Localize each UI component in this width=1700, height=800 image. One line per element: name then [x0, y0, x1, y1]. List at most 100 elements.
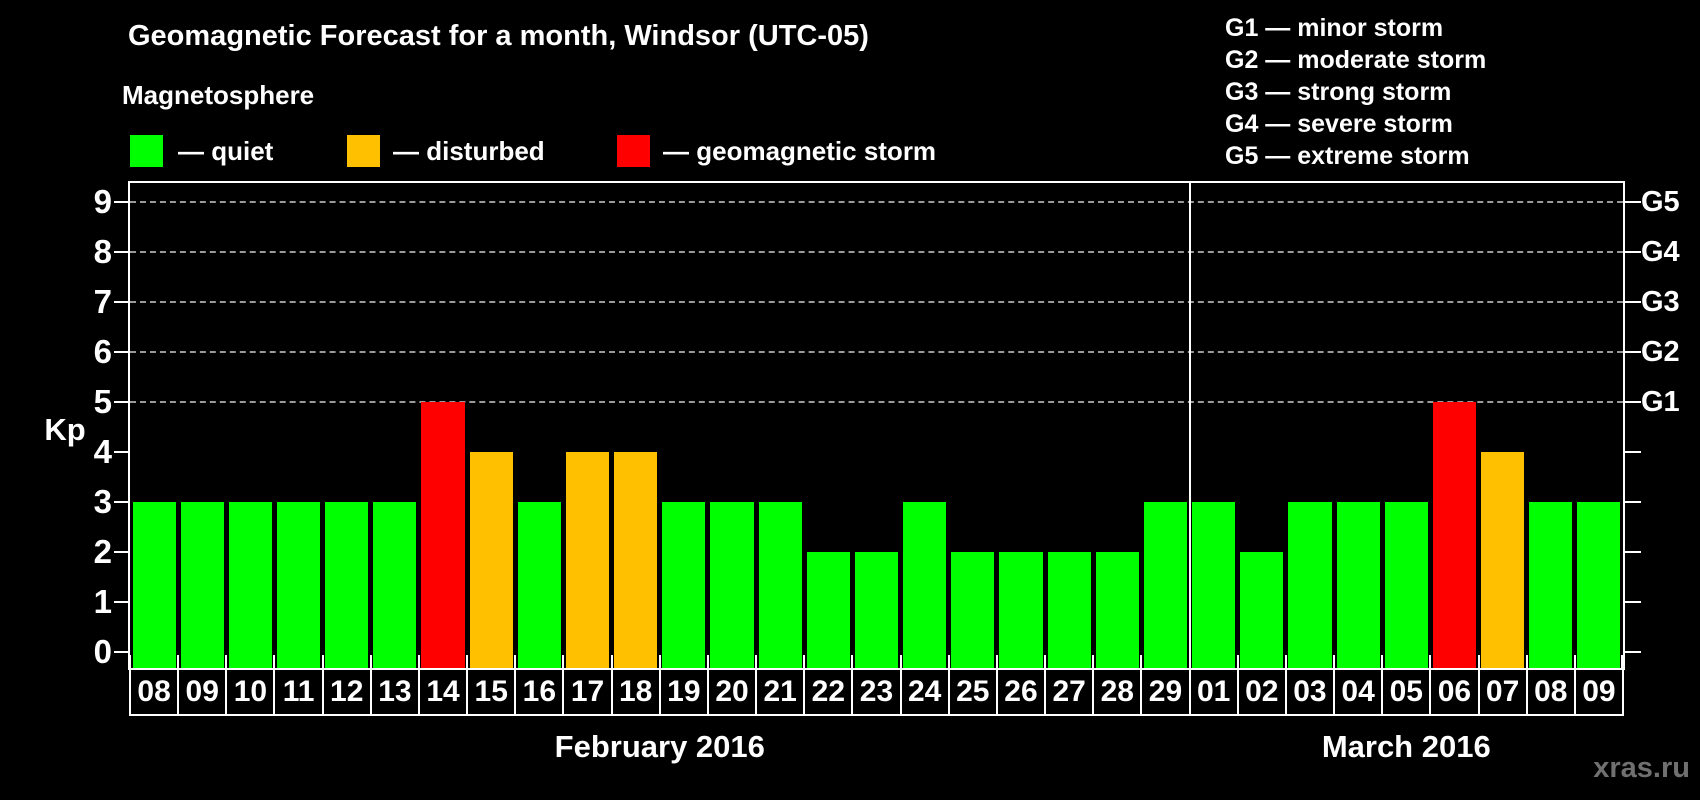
day-cell-feb-28: 28: [1092, 668, 1143, 716]
kp-bar-mar-06: [1432, 402, 1476, 668]
kp-bar-feb-28: [1095, 552, 1139, 668]
day-cell-feb-10: 10: [225, 668, 276, 716]
day-cell-mar-04: 04: [1333, 668, 1384, 716]
day-boundary-tick: [1477, 655, 1480, 668]
day-cell-mar-07: 07: [1477, 668, 1528, 716]
day-boundary-tick: [995, 655, 998, 668]
day-boundary-tick: [177, 655, 180, 668]
day-cell-feb-11: 11: [273, 668, 324, 716]
gridline-kp7: [130, 301, 1623, 303]
day-boundary-tick: [1188, 655, 1191, 668]
right-axis-tick-2: [1625, 551, 1641, 553]
kp-bar-feb-23: [854, 552, 899, 668]
y-axis-tick-label-1: 1: [93, 583, 112, 620]
day-cell-feb-09: 09: [177, 668, 228, 716]
legend-label-quiet: — quiet: [178, 136, 274, 166]
day-cell-mar-02: 02: [1236, 668, 1287, 716]
kp-bar-feb-10: [228, 502, 272, 668]
storm-scale-line-g5: G5 — extreme storm: [1225, 142, 1470, 170]
storm-scale-line-g4: G4 — severe storm: [1225, 110, 1453, 138]
gridline-kp9: [130, 201, 1623, 203]
day-boundary-tick: [706, 655, 709, 668]
kp-bar-mar-02: [1240, 552, 1284, 668]
month-label-february: February 2016: [554, 729, 765, 764]
right-axis-label-g1: G1: [1641, 386, 1680, 418]
storm-scale-line-g3: G3 — strong storm: [1225, 78, 1452, 106]
day-boundary-tick: [466, 655, 469, 668]
right-axis-tick-5: [1625, 401, 1641, 403]
kp-axis-title: Kp: [44, 412, 86, 447]
kp-bar-feb-16: [517, 502, 561, 668]
kp-bar-feb-24: [903, 502, 947, 668]
y-axis-tick-label-2: 2: [93, 533, 112, 570]
day-cell-mar-09: 09: [1573, 668, 1624, 716]
kp-bar-feb-20: [710, 502, 754, 668]
day-boundary-tick: [1573, 655, 1576, 668]
kp-bar-mar-04: [1336, 502, 1380, 668]
right-axis-label-g4: G4: [1641, 236, 1680, 268]
right-axis-tick-1: [1625, 601, 1641, 603]
storm-scale-line-g2: G2 — moderate storm: [1225, 46, 1487, 74]
kp-bar-feb-18: [614, 452, 658, 668]
day-cell-feb-27: 27: [1044, 668, 1095, 716]
day-boundary-tick: [899, 655, 902, 668]
day-boundary-tick: [225, 655, 228, 668]
day-boundary-tick: [1140, 655, 1143, 668]
month-separator-line: [1188, 183, 1191, 668]
gridline-kp6: [130, 351, 1623, 353]
watermark: xras.ru: [1593, 752, 1690, 784]
storm-color-swatch: [617, 135, 650, 167]
kp-bar-mar-08: [1529, 502, 1573, 668]
day-boundary-tick: [1092, 655, 1095, 668]
day-boundary-tick: [1381, 655, 1384, 668]
right-axis-tick-8: [1625, 251, 1641, 253]
left-axis-tick-2: [114, 551, 130, 553]
right-axis-tick-0: [1625, 651, 1641, 653]
day-cell-feb-29: 29: [1140, 668, 1191, 716]
day-cell-feb-21: 21: [755, 668, 806, 716]
kp-bar-feb-19: [662, 502, 706, 668]
kp-bar-feb-09: [180, 502, 224, 668]
kp-bar-feb-12: [325, 502, 369, 668]
kp-bar-feb-22: [806, 552, 850, 668]
y-axis-tick-label-5: 5: [93, 383, 112, 420]
day-cell-feb-24: 24: [899, 668, 950, 716]
left-axis-tick-9: [114, 201, 130, 203]
day-cell-feb-16: 16: [514, 668, 565, 716]
gridline-kp5: [130, 401, 1623, 403]
kp-bar-feb-17: [565, 452, 610, 668]
left-axis-tick-1: [114, 601, 130, 603]
day-boundary-tick: [1284, 655, 1287, 668]
chart-title: Geomagnetic Forecast for a month, Windso…: [128, 20, 869, 52]
day-cell-mar-06: 06: [1429, 668, 1480, 716]
day-boundary-tick: [658, 655, 661, 668]
day-cell-feb-23: 23: [851, 668, 902, 716]
day-boundary-tick: [610, 655, 613, 668]
day-boundary-tick: [369, 655, 372, 668]
kp-bar-feb-21: [758, 502, 802, 668]
y-axis-tick-label-6: 6: [93, 333, 112, 370]
day-boundary-tick: [129, 655, 131, 668]
right-axis-tick-4: [1625, 451, 1641, 453]
kp-bar-mar-05: [1384, 502, 1428, 668]
legend-label-disturbed: — disturbed: [393, 136, 545, 166]
day-cell-feb-15: 15: [466, 668, 517, 716]
storm-scale-line-g1: G1 — minor storm: [1225, 14, 1444, 42]
quiet-color-swatch: [130, 135, 163, 167]
kp-bar-feb-26: [999, 552, 1043, 668]
day-cell-feb-20: 20: [706, 668, 758, 716]
day-boundary-tick: [803, 655, 806, 668]
day-boundary-tick: [1429, 655, 1432, 668]
left-axis-tick-4: [114, 451, 130, 453]
kp-bar-feb-13: [373, 502, 417, 668]
day-cell-mar-01: 01: [1188, 668, 1239, 716]
y-axis-tick-label-9: 9: [93, 183, 112, 220]
y-axis-tick-label-0: 0: [93, 633, 112, 670]
kp-bar-feb-25: [951, 552, 995, 668]
day-boundary-tick: [273, 655, 276, 668]
kp-bar-mar-03: [1288, 502, 1332, 668]
day-boundary-tick: [417, 655, 420, 668]
y-axis-tick-label-3: 3: [93, 483, 112, 520]
day-boundary-tick: [1525, 655, 1528, 668]
